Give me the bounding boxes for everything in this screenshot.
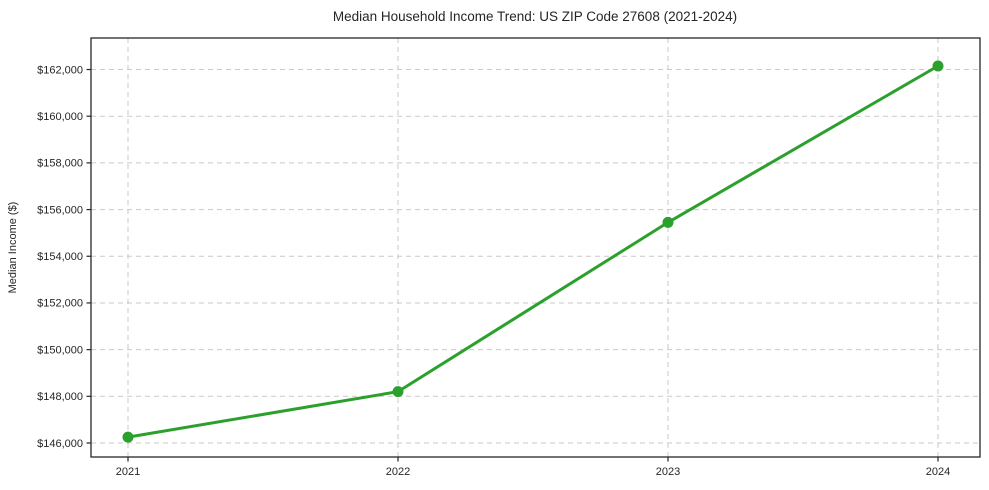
x-tick-label: 2024 <box>926 466 950 478</box>
trend-line <box>126 64 940 439</box>
y-tick-label: $146,000 <box>37 438 83 450</box>
x-tick-label: 2023 <box>656 466 680 478</box>
plot-border <box>90 37 981 458</box>
gridlines-layer <box>91 38 980 457</box>
data-point-2022 <box>392 386 404 398</box>
data-point-2023 <box>662 216 674 228</box>
y-tick-label: $158,000 <box>37 158 83 170</box>
chart-title: Median Household Income Trend: US ZIP Co… <box>333 9 737 24</box>
y-tick-label: $160,000 <box>37 111 83 123</box>
y-tick-label: $162,000 <box>37 64 83 76</box>
axes-layer <box>86 37 981 462</box>
y-tick-label: $152,000 <box>37 298 83 310</box>
x-tick-label: 2021 <box>116 466 140 478</box>
data-point-2024 <box>932 60 944 72</box>
y-tick-label: $156,000 <box>37 204 83 216</box>
y-axis-label: Median Income ($) <box>7 202 19 294</box>
y-tick-label: $150,000 <box>37 344 83 356</box>
data-point-2021 <box>122 431 134 443</box>
tick-labels-layer: $146,000 $148,000 $150,000 $152,000 $154,000… <box>37 64 950 478</box>
y-tick-label: $148,000 <box>37 391 83 403</box>
y-tick-label: $154,000 <box>37 251 83 263</box>
x-tick-label: 2022 <box>386 466 410 478</box>
series-layer <box>122 60 944 443</box>
